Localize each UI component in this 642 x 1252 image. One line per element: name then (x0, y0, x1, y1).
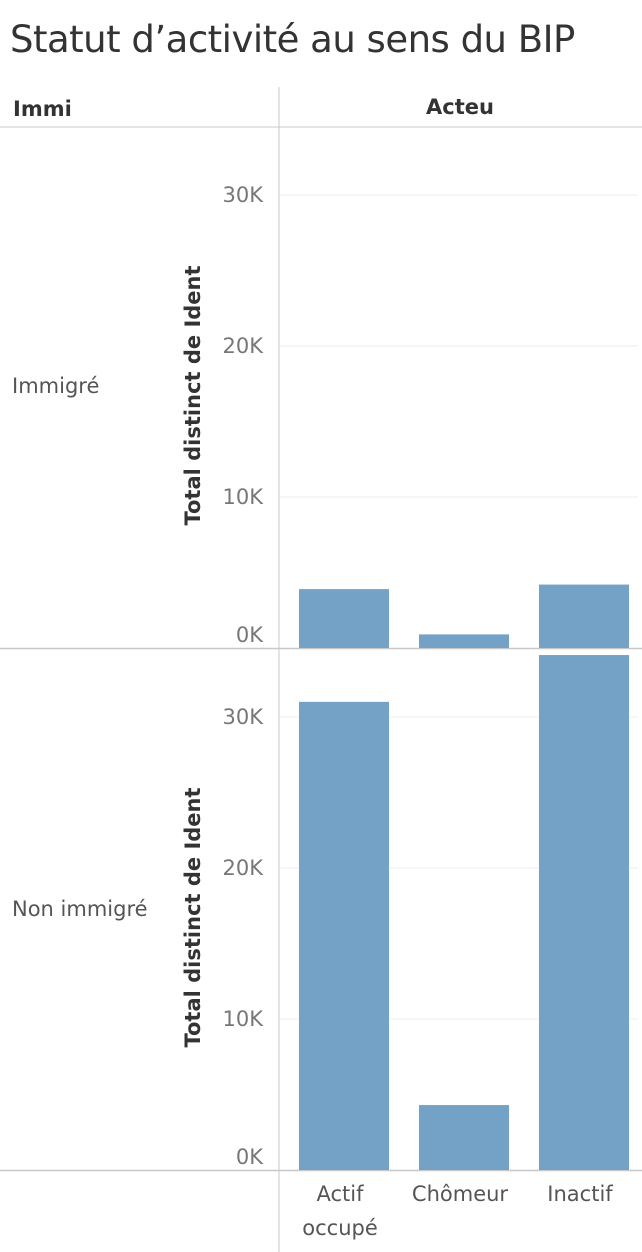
bar (539, 655, 629, 1170)
category-label: Actif (316, 1182, 364, 1206)
category-labels: Actif occupé Chômeur Inactif (302, 1182, 613, 1240)
y-tick-label: 20K (223, 334, 265, 358)
y-tick-label: 10K (223, 485, 265, 509)
y-tick-labels: 0K 10K 20K 30K 0K 10K 20K 30K (223, 183, 265, 1169)
bar (419, 1105, 509, 1170)
bar (299, 701, 389, 1170)
y-axis-title: Total distinct de Ident (181, 265, 205, 525)
bar (419, 634, 509, 648)
bar (539, 584, 629, 648)
category-label: occupé (302, 1216, 378, 1240)
y-axis-titles: Total distinct de Ident Total distinct de… (181, 265, 205, 1047)
y-tick-label: 10K (223, 1007, 265, 1031)
y-tick-label: 0K (236, 1145, 264, 1169)
y-tick-label: 0K (236, 623, 264, 647)
category-label: Inactif (547, 1182, 613, 1206)
row-label-immigre: Immigré (12, 374, 100, 398)
chart-frame (0, 87, 642, 1252)
bars (299, 584, 629, 1170)
row-dimension-header: Immi (13, 97, 72, 121)
y-axis-title: Total distinct de Ident (181, 787, 205, 1047)
chart-title: Statut d’activité au sens du BIP (10, 18, 575, 61)
column-dimension-header: Acteu (426, 95, 494, 119)
category-label: Chômeur (412, 1182, 509, 1206)
bar (299, 589, 389, 648)
y-tick-label: 20K (223, 856, 265, 880)
y-tick-label: 30K (223, 705, 265, 729)
row-label-non-immigre: Non immigré (12, 897, 148, 921)
y-tick-label: 30K (223, 183, 265, 207)
